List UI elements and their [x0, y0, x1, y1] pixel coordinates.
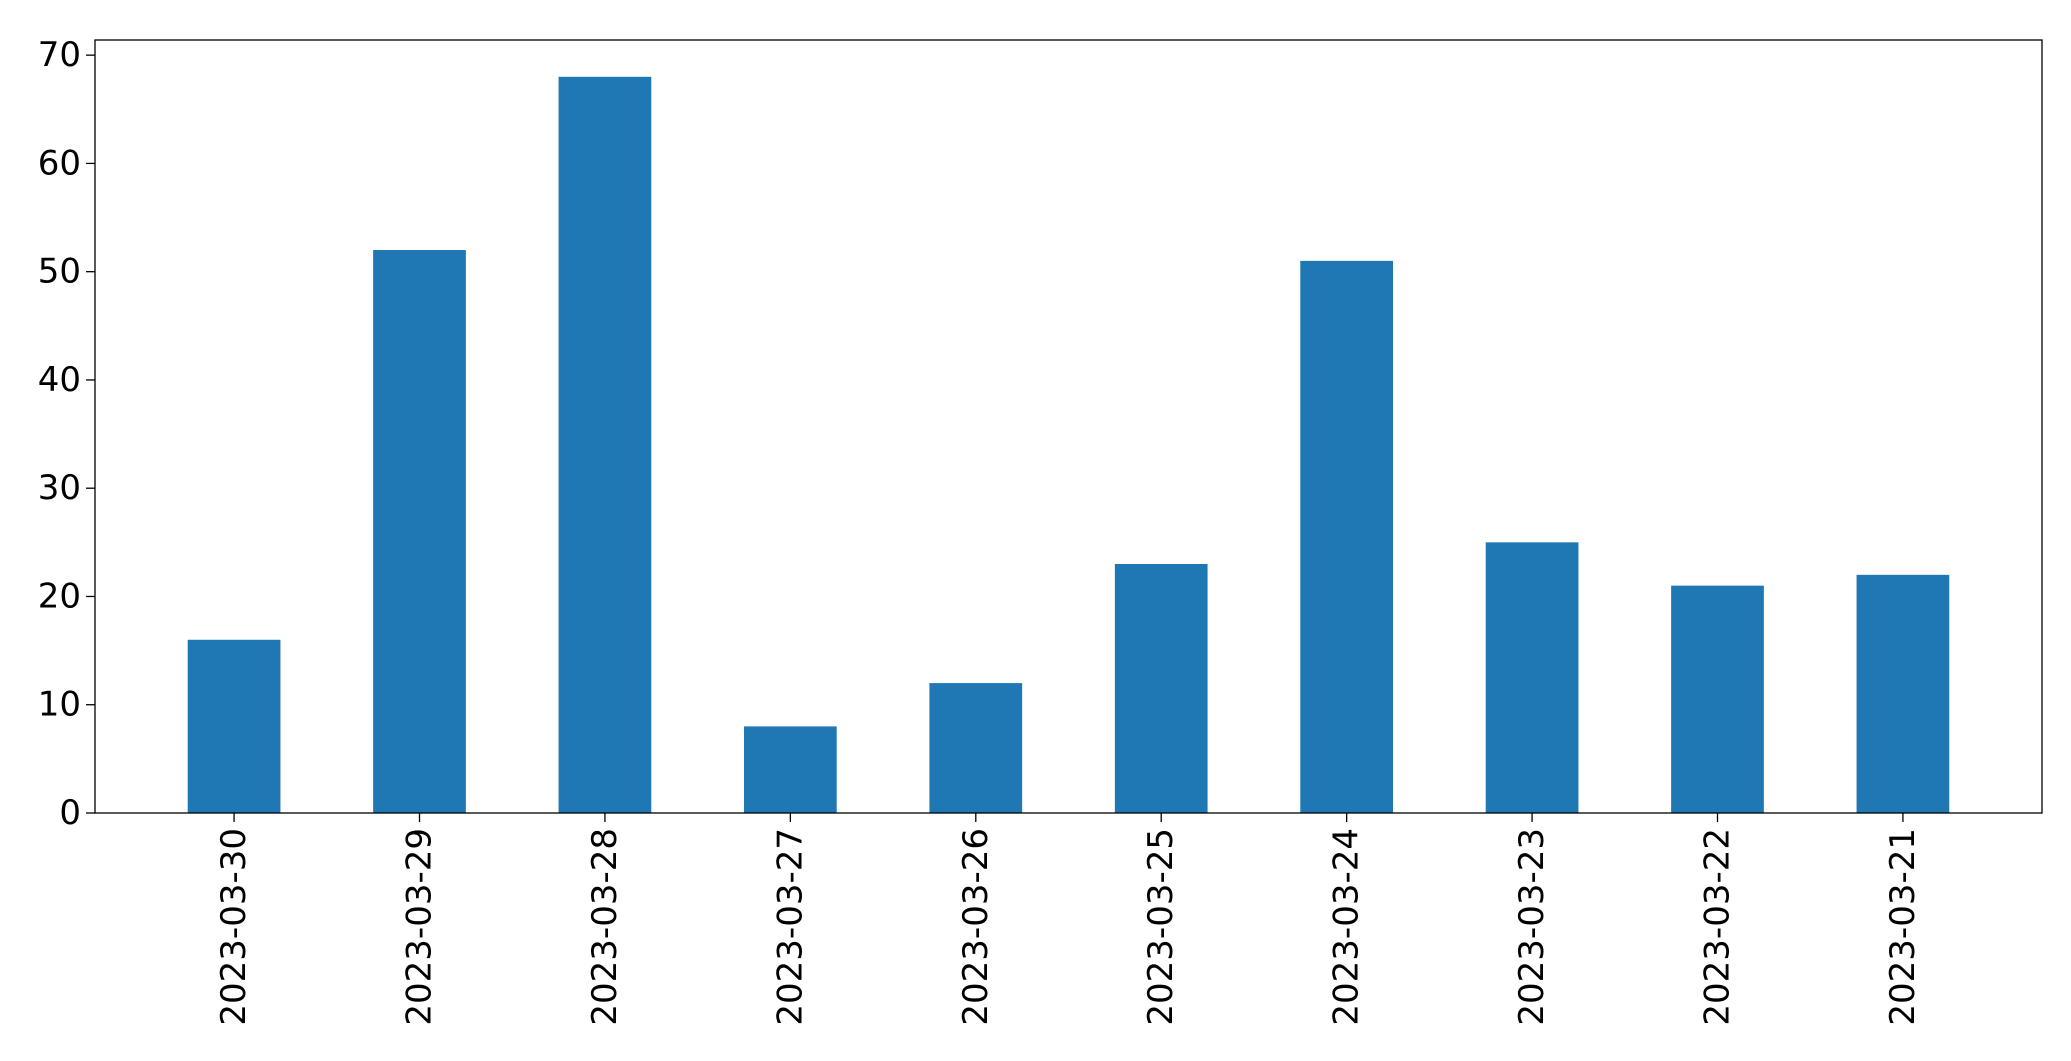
x-axis: 2023-03-30 2023-03-29 2023-03-28 2023-03-27…	[214, 813, 1923, 1026]
bar-2023-03-28	[558, 76, 652, 814]
y-tick-label: 50	[38, 252, 81, 292]
bars-group	[187, 76, 1950, 814]
y-tick-label: 40	[38, 360, 81, 400]
plot-frame	[94, 39, 2043, 814]
x-tick-label: 2023-03-29	[400, 828, 440, 1026]
bar-2023-03-30	[187, 639, 281, 813]
y-tick-label: 70	[38, 35, 81, 75]
y-tick-label: 20	[38, 576, 81, 616]
x-tick-label: 2023-03-26	[956, 828, 996, 1026]
x-tick-label: 2023-03-23	[1512, 828, 1552, 1026]
bar-2023-03-27	[744, 726, 837, 813]
x-tick-label: 2023-03-27	[770, 828, 810, 1026]
y-tick-label: 0	[59, 793, 81, 833]
x-tick-label: 2023-03-30	[214, 828, 254, 1026]
y-tick-label: 60	[38, 143, 81, 183]
y-tick-label: 10	[38, 685, 81, 725]
bar-2023-03-21	[1856, 574, 1950, 813]
x-tick-label: 2023-03-28	[585, 828, 625, 1026]
bar-2023-03-26	[929, 683, 1023, 813]
bar-2023-03-25	[1114, 563, 1208, 813]
bar-2023-03-29	[373, 250, 466, 813]
bar-2023-03-23	[1485, 542, 1579, 813]
bar-2023-03-22	[1671, 585, 1764, 813]
y-axis: 0 10 20 30 40 50 60 70	[38, 35, 95, 833]
x-tick-label: 2023-03-24	[1327, 828, 1367, 1026]
bar-2023-03-24	[1300, 260, 1393, 813]
x-tick-label: 2023-03-22	[1698, 828, 1738, 1026]
x-tick-label: 2023-03-25	[1141, 828, 1181, 1026]
x-tick-label: 2023-03-21	[1883, 828, 1923, 1026]
y-tick-label: 30	[38, 468, 81, 508]
